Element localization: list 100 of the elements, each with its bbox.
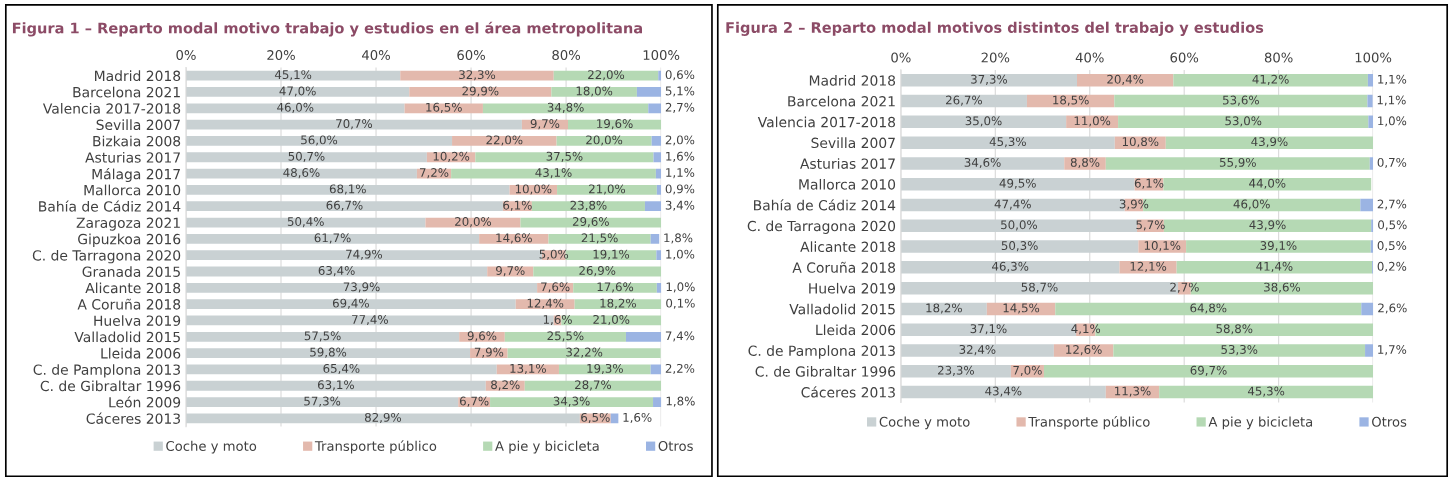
x-tick-label: 60% bbox=[1170, 52, 1199, 63]
data-label: 26,7% bbox=[946, 95, 982, 106]
bar bbox=[650, 233, 660, 244]
bar bbox=[1365, 344, 1374, 357]
data-label: 14,5% bbox=[1003, 303, 1040, 314]
bar bbox=[185, 185, 510, 195]
data-label: 3,9% bbox=[1119, 199, 1149, 210]
data-label: 5,1% bbox=[665, 86, 695, 97]
bar bbox=[185, 348, 471, 359]
data-label: 38,6% bbox=[1264, 282, 1301, 293]
data-label: 14,6% bbox=[496, 233, 532, 244]
data-label: 63,1% bbox=[317, 380, 354, 391]
data-label: 18,5% bbox=[1053, 95, 1089, 106]
bar bbox=[504, 331, 626, 342]
y-tick-label: C. de Tarragona 2020 bbox=[32, 249, 181, 264]
bar bbox=[1159, 385, 1374, 399]
data-label: 59,8% bbox=[310, 347, 347, 358]
data-label: 37,3% bbox=[971, 74, 1008, 85]
bar bbox=[507, 348, 661, 359]
data-label: 8,2% bbox=[491, 380, 520, 391]
y-tick-label: C. de Gibraltar 1996 bbox=[40, 380, 181, 392]
bar bbox=[900, 94, 1027, 108]
data-label: 77,4% bbox=[352, 314, 388, 326]
data-label: 74,9% bbox=[346, 249, 383, 260]
data-label: 20,0% bbox=[586, 135, 623, 146]
legend-label: Otros bbox=[1372, 416, 1407, 427]
data-label: 1,0% bbox=[1378, 116, 1407, 127]
data-label: 82,9% bbox=[364, 412, 402, 424]
data-label: 6,7% bbox=[459, 396, 489, 407]
bar bbox=[900, 219, 1137, 233]
y-tick-label: Sevilla 2007 bbox=[96, 119, 180, 131]
legend-label: Coche y moto bbox=[879, 416, 970, 430]
data-label: 12,1% bbox=[1130, 261, 1167, 272]
bar bbox=[625, 331, 662, 342]
y-tick-label: Alicante 2018 bbox=[85, 282, 181, 294]
y-tick-label: Barcelona 2021 bbox=[73, 86, 180, 98]
data-label: 46,0% bbox=[277, 102, 314, 113]
bar bbox=[653, 397, 662, 407]
bar bbox=[900, 344, 1054, 357]
data-label: 2,2% bbox=[665, 363, 695, 375]
x-tick-label: 40% bbox=[362, 50, 390, 61]
bar bbox=[1173, 74, 1368, 87]
data-label: 21,5% bbox=[581, 233, 618, 244]
bar bbox=[551, 87, 637, 97]
bar bbox=[1176, 261, 1373, 274]
bar bbox=[900, 261, 1120, 274]
bar bbox=[524, 380, 662, 391]
bar bbox=[1186, 240, 1371, 253]
data-label: 1,6% bbox=[623, 412, 652, 424]
data-label: 9,6% bbox=[467, 331, 497, 342]
data-label: 61,7% bbox=[314, 233, 351, 244]
data-label: 63,4% bbox=[318, 266, 355, 277]
legend-label: Transporte público bbox=[1028, 416, 1150, 430]
bar bbox=[1055, 302, 1362, 316]
data-label: 1,1% bbox=[666, 168, 695, 179]
data-label: 34,6% bbox=[964, 157, 1001, 169]
bar bbox=[656, 185, 662, 195]
bar bbox=[482, 103, 649, 114]
bar bbox=[553, 70, 659, 81]
data-label: 66,7% bbox=[326, 200, 363, 211]
data-label: 0,9% bbox=[665, 184, 695, 195]
x-tick-label: 100% bbox=[643, 50, 680, 61]
bar bbox=[648, 103, 662, 114]
y-tick-label: A Coruña 2018 bbox=[792, 261, 896, 273]
bar bbox=[1043, 365, 1374, 378]
bar bbox=[1370, 240, 1374, 253]
bar bbox=[1114, 94, 1368, 108]
bar bbox=[1053, 344, 1114, 357]
bar bbox=[479, 233, 549, 244]
bar bbox=[900, 177, 1135, 191]
data-label: 47,0% bbox=[279, 86, 316, 97]
x-tick-label: 80% bbox=[1264, 52, 1293, 63]
bar bbox=[185, 331, 460, 342]
y-tick-label: Cáceres 2013 bbox=[801, 386, 895, 398]
bar bbox=[1371, 219, 1374, 233]
bar bbox=[1118, 115, 1369, 129]
bar bbox=[900, 115, 1067, 129]
bar bbox=[900, 74, 1077, 87]
data-label: 0,7% bbox=[1377, 157, 1407, 169]
bar bbox=[556, 136, 652, 146]
y-tick-label: Valladolid 2015 bbox=[74, 331, 180, 343]
bar bbox=[573, 282, 657, 293]
y-tick-label: Huelva 2019 bbox=[94, 315, 181, 326]
y-tick-label: Málaga 2017 bbox=[92, 168, 180, 183]
y-tick-label: Barcelona 2021 bbox=[788, 95, 895, 107]
data-label: 1,6% bbox=[666, 151, 695, 162]
y-tick-label: Madrid 2018 bbox=[809, 75, 896, 86]
bar bbox=[185, 201, 503, 212]
data-label: 9,7% bbox=[496, 266, 525, 277]
chart-title: Figura 2 – Reparto modal motivos distintos del trabajo y estudios bbox=[726, 21, 1264, 36]
bar bbox=[1163, 177, 1372, 191]
bar bbox=[1119, 261, 1177, 274]
data-label: 32,4% bbox=[959, 345, 996, 356]
legend-label: A pie y bicicleta bbox=[1208, 416, 1313, 430]
data-label: 13,1% bbox=[510, 363, 546, 375]
bar bbox=[1064, 157, 1106, 170]
data-label: 46,0% bbox=[1233, 199, 1270, 210]
bar bbox=[1165, 136, 1374, 149]
data-label: 41,2% bbox=[1252, 74, 1289, 85]
data-label: 12,6% bbox=[1066, 345, 1102, 356]
